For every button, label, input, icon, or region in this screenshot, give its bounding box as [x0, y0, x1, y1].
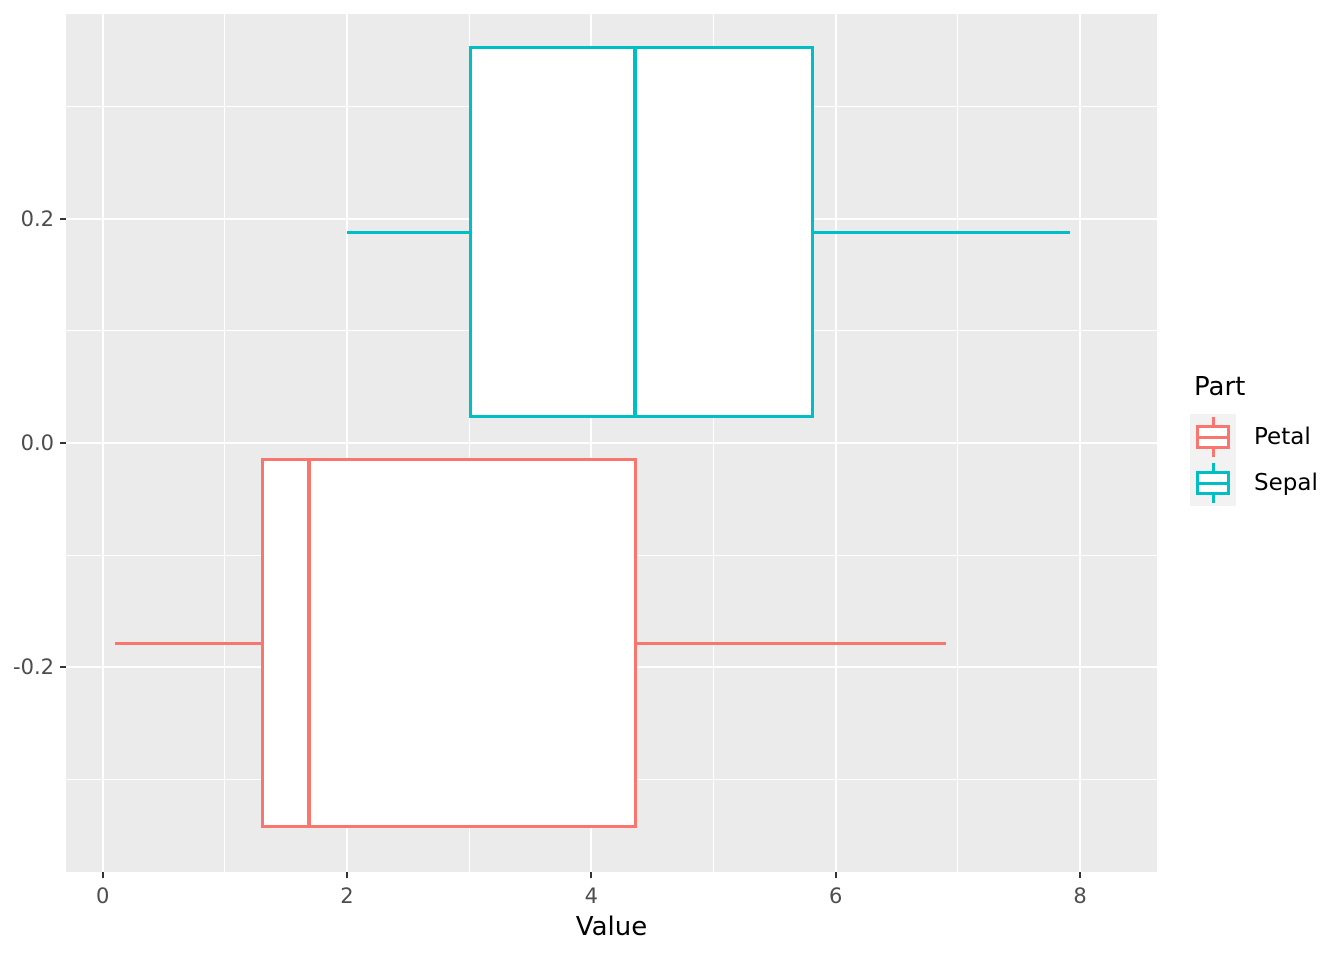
y-tick-mark	[60, 217, 66, 220]
y-tick-mark	[60, 666, 66, 669]
x-tick-mark	[345, 872, 348, 878]
plot-panel	[66, 14, 1157, 872]
y-tick-label: 0.2	[20, 206, 54, 231]
x-tick-mark	[101, 872, 104, 878]
legend: Part Petal Sepal	[1190, 374, 1318, 506]
legend-item-sepal[interactable]: Sepal	[1190, 460, 1318, 506]
y-tick-label: -0.2	[13, 655, 54, 680]
y-tick-label: 0.0	[20, 431, 54, 455]
boxplot-whisker-upper	[636, 641, 946, 645]
legend-key-whisker-lower	[1212, 448, 1215, 457]
y-tick-mark	[60, 442, 66, 444]
gridline-major-horizontal	[66, 442, 1157, 444]
x-tick-label: 2	[340, 884, 354, 908]
legend-key-whisker-upper	[1212, 417, 1215, 426]
legend-key-median	[1196, 482, 1230, 485]
x-tick-label: 8	[1073, 884, 1087, 908]
legend-title: Part	[1194, 372, 1246, 402]
boxplot-median-line	[307, 457, 312, 829]
x-tick-mark	[1079, 872, 1082, 878]
boxplot-whisker-lower	[346, 230, 470, 234]
legend-key-boxplot-icon	[1190, 414, 1236, 460]
legend-label: Sepal	[1254, 470, 1318, 496]
boxplot-whisker-upper	[813, 230, 1071, 234]
x-tick-mark	[590, 872, 593, 878]
boxplot-box	[469, 46, 814, 419]
boxplot-median-line	[633, 46, 638, 419]
legend-entries: Petal Sepal	[1190, 414, 1318, 506]
x-tick-label: 4	[584, 884, 599, 908]
boxplot-whisker-lower	[114, 641, 262, 645]
x-tick-label: 0	[95, 884, 110, 908]
x-tick-label: 6	[828, 884, 843, 908]
boxplot-box	[261, 457, 637, 829]
x-axis-title: Value	[575, 912, 648, 942]
legend-key-whisker-upper	[1212, 463, 1215, 472]
x-tick-mark	[834, 872, 837, 878]
legend-item-petal[interactable]: Petal	[1190, 414, 1318, 460]
legend-key-whisker-lower	[1212, 494, 1215, 503]
legend-key-boxplot-icon	[1190, 460, 1236, 506]
legend-key-median	[1196, 436, 1230, 439]
legend-label: Petal	[1254, 424, 1311, 450]
